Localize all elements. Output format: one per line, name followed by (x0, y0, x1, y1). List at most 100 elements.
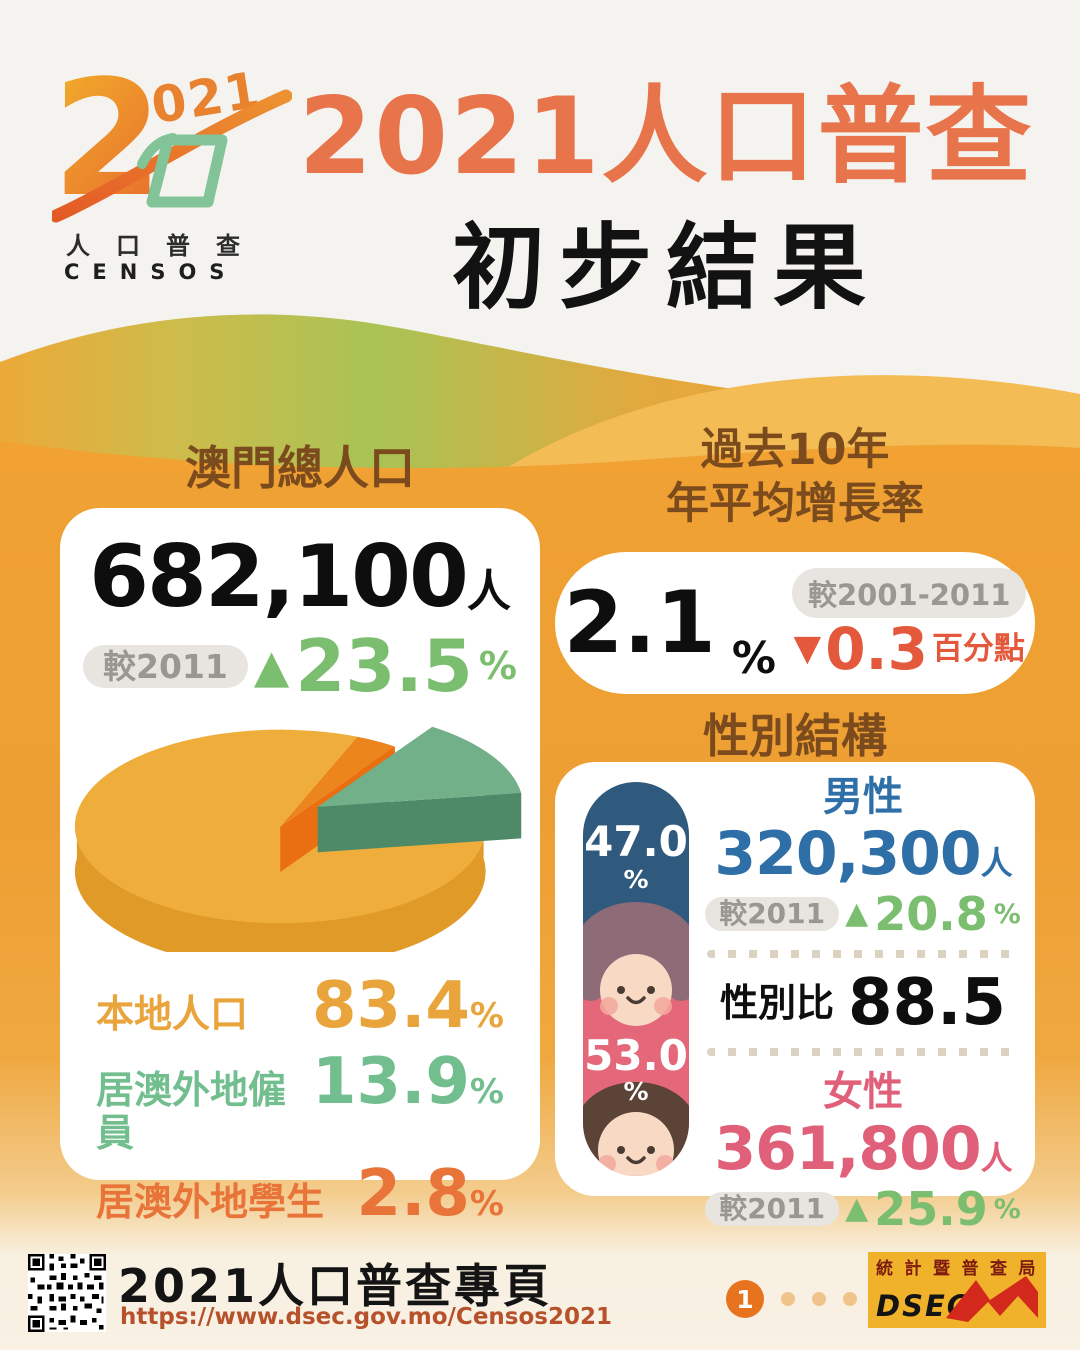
pie-slice-worker (317, 726, 522, 807)
up-triangle-icon: ▲ (845, 1191, 869, 1226)
down-triangle-icon: ▼ (793, 628, 822, 669)
legend-row-student: 居澳外地學生 2.8% (96, 1156, 504, 1232)
gender-ratio-label: 性別比 (720, 981, 835, 1025)
compare-2001-2011-badge: 較2001-2011 (791, 568, 1027, 618)
male-share-value: 47.0 (584, 817, 688, 866)
census-2021-logo: 2 021 人口普查 CENSOS (49, 44, 293, 284)
male-count-row: 320,300人 (705, 820, 1021, 889)
female-count-row: 361,800人 (705, 1115, 1021, 1184)
growth-title-line1: 過去10年 (700, 425, 890, 475)
legend-label: 居澳外地僱員 (96, 1067, 287, 1156)
census-webpage-url: https://www.dsec.gov.mo/Censos2021 (120, 1304, 612, 1330)
compare-2011-badge: 較2011 (705, 1192, 840, 1226)
growth-rate-percent-sign: % (731, 633, 776, 684)
logo-chinese-caption: 人口普查 (66, 232, 266, 260)
growth-title-line2: 年平均增長率 (666, 478, 924, 529)
dsec-chinese-name: 統計暨普查局 (876, 1258, 1046, 1279)
legend-value: 2.8% (356, 1156, 504, 1232)
population-change-percent-sign: % (478, 644, 517, 688)
up-triangle-icon: ▲ (253, 639, 290, 693)
population-change-value: 23.5 (295, 624, 473, 708)
legend-value-number: 83.4 (312, 969, 470, 1043)
legend-percent-sign: % (469, 1183, 504, 1224)
female-count-value: 361,800 (714, 1114, 981, 1184)
legend-row-worker: 居澳外地僱員 13.9% (96, 1044, 504, 1156)
legend-percent-sign: % (469, 1071, 504, 1112)
carousel-dot (781, 1292, 795, 1306)
current-page-dot: 1 (726, 1280, 764, 1318)
logo-green-glyph (146, 134, 228, 208)
pie-slice-student (280, 736, 395, 827)
growth-rate-card: 2.1 % 較2001-2011 ▼ 0.3 百分點 (555, 552, 1035, 694)
poster-subtitle: 初步結果 (452, 214, 880, 322)
logo-mark: 2 021 (49, 45, 293, 232)
legend-value-number: 13.9 (312, 1044, 470, 1119)
dsec-zigzag-icon (946, 1276, 1038, 1322)
legend-value: 13.9% (312, 1044, 504, 1120)
male-share-percent-sign: % (623, 865, 648, 894)
legend-label: 本地人口 (96, 992, 249, 1036)
growth-change-value: 0.3 (825, 615, 928, 683)
section-title-growth-rate: 過去10年 年平均增長率 (555, 424, 1035, 532)
legend-percent-sign: % (469, 996, 504, 1036)
growth-rate-value: 2.1 (563, 573, 716, 673)
population-pie-chart (74, 726, 522, 952)
qr-code (28, 1254, 106, 1332)
growth-compare-block: 較2001-2011 ▼ 0.3 百分點 (791, 568, 1027, 678)
logo-digits-021: 021 (147, 61, 265, 136)
male-change-percent-sign: % (993, 898, 1021, 930)
pie-local-side (74, 812, 486, 952)
female-change-row: 較2011 ▲ 25.9 % (705, 1186, 1021, 1232)
wave-divider (0, 300, 1080, 472)
section-title-total-population: 澳門總人口 (185, 441, 415, 495)
logo-latin-caption: CENSOS (64, 260, 238, 284)
section-title-gender-structure: 性別結構 (703, 709, 887, 763)
male-change-row: 較2011 ▲ 20.8 % (705, 891, 1021, 937)
boy-face (583, 902, 689, 1026)
legend-value: 83.4% (312, 969, 504, 1044)
total-population-unit: 人 (466, 566, 511, 617)
poster-title: 2021人口普查 (298, 75, 1034, 198)
wave-orange-front (0, 440, 1080, 472)
legend-value-number: 2.8 (356, 1156, 470, 1231)
male-count-unit: 人 (980, 844, 1013, 882)
female-change-percent-sign: % (993, 1193, 1021, 1225)
growth-change-unit: 百分點 (931, 630, 1025, 667)
total-population-value: 682,100 (89, 527, 469, 627)
female-share-value: 53.0 (584, 1031, 688, 1080)
compare-2011-badge: 較2011 (83, 644, 248, 688)
logo-digit-2: 2 (52, 45, 163, 224)
carousel-dot (843, 1292, 857, 1306)
gender-capsule-chart: 47.0 % 53.0 % (583, 782, 689, 1176)
dsec-logo: 統計暨普查局 DSEC (868, 1252, 1046, 1328)
logo-green-glyph-stroke (137, 133, 178, 169)
pie-legend: 本地人口 83.4% 居澳外地僱員 13.9% 居澳外地學生 2.8% (60, 952, 540, 1232)
growth-change-row: ▼ 0.3 百分點 (794, 620, 1025, 678)
pie-worker-bottom-wall (317, 792, 522, 853)
total-population-card: 682,100人 較2011 ▲ 23.5 % 本地人口 83.4% 居澳外 (60, 508, 540, 1231)
dotted-divider (707, 950, 1019, 958)
up-triangle-icon: ▲ (845, 896, 869, 931)
gender-structure-card: 47.0 % 53.0 % 男性 320,300人 較2011 ▲ 20.8 %… (555, 762, 1035, 1232)
female-change-value: 25.9 (874, 1182, 988, 1236)
gender-ratio-value: 88.5 (848, 966, 1006, 1040)
male-count-value: 320,300 (714, 819, 981, 889)
total-population-row: 682,100人 (60, 534, 540, 620)
carousel-page-indicator: 1 (726, 1280, 857, 1318)
pie-slice-local (75, 729, 486, 924)
legend-label: 居澳外地學生 (96, 1179, 325, 1224)
footer: 2021人口普查專頁 https://www.dsec.gov.mo/Censo… (0, 1230, 1080, 1350)
female-label: 女性 (823, 1069, 903, 1115)
dotted-divider (707, 1048, 1019, 1056)
gender-details: 男性 320,300人 較2011 ▲ 20.8 % 性別比 88.5 女性 3… (705, 774, 1021, 1232)
carousel-dot (812, 1292, 826, 1306)
gender-ratio-row: 性別比 88.5 (705, 971, 1021, 1035)
male-label: 男性 (823, 774, 903, 820)
legend-row-local: 本地人口 83.4% (96, 969, 504, 1044)
compare-2011-badge: 較2011 (705, 897, 840, 931)
census-webpage-title: 2021人口普查專頁 (118, 1259, 553, 1313)
population-change-row: 較2011 ▲ 23.5 % (60, 630, 540, 702)
female-share-percent-sign: % (623, 1077, 648, 1106)
female-count-unit: 人 (980, 1139, 1013, 1177)
